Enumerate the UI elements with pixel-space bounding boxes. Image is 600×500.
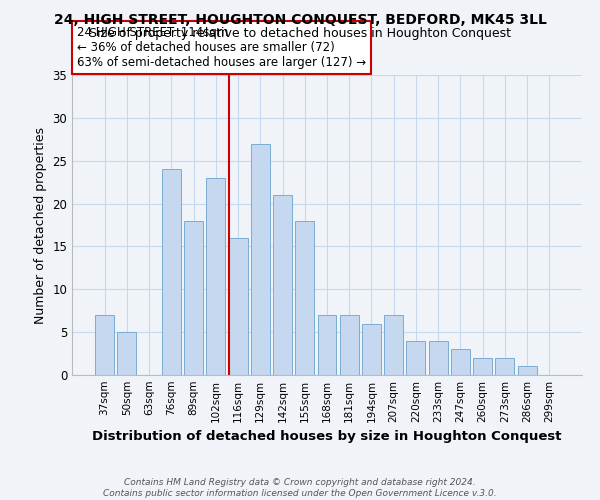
Bar <box>384 315 403 375</box>
Bar <box>451 350 470 375</box>
Bar <box>295 220 314 375</box>
X-axis label: Distribution of detached houses by size in Houghton Conquest: Distribution of detached houses by size … <box>92 430 562 444</box>
Bar <box>406 340 425 375</box>
Bar <box>518 366 536 375</box>
Bar <box>229 238 248 375</box>
Bar <box>429 340 448 375</box>
Bar <box>362 324 381 375</box>
Bar <box>496 358 514 375</box>
Text: 24, HIGH STREET, HOUGHTON CONQUEST, BEDFORD, MK45 3LL: 24, HIGH STREET, HOUGHTON CONQUEST, BEDF… <box>53 12 547 26</box>
Bar <box>118 332 136 375</box>
Bar <box>95 315 114 375</box>
Bar <box>251 144 270 375</box>
Bar <box>340 315 359 375</box>
Bar <box>273 195 292 375</box>
Text: 24 HIGH STREET: 114sqm
← 36% of detached houses are smaller (72)
63% of semi-det: 24 HIGH STREET: 114sqm ← 36% of detached… <box>77 26 366 69</box>
Y-axis label: Number of detached properties: Number of detached properties <box>34 126 47 324</box>
Bar <box>162 170 181 375</box>
Bar <box>206 178 225 375</box>
Text: Contains HM Land Registry data © Crown copyright and database right 2024.
Contai: Contains HM Land Registry data © Crown c… <box>103 478 497 498</box>
Bar <box>473 358 492 375</box>
Bar <box>184 220 203 375</box>
Text: Size of property relative to detached houses in Houghton Conquest: Size of property relative to detached ho… <box>89 28 511 40</box>
Bar <box>317 315 337 375</box>
